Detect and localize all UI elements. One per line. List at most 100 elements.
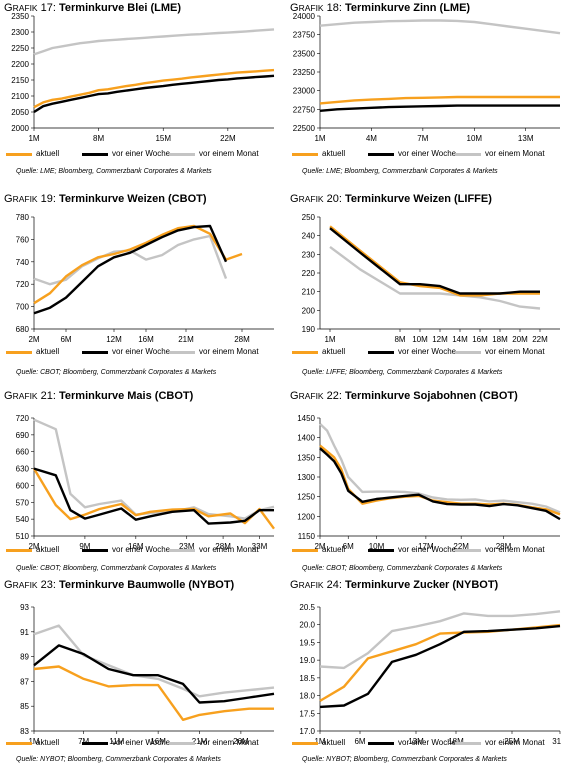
y-tick-label: 89 — [20, 653, 29, 662]
series-line-vor-einer-woche — [33, 467, 274, 525]
y-tick-label: 18.0 — [299, 692, 315, 701]
chart-source: Quelle: LIFFE; Bloomberg, Commerzbank Co… — [302, 369, 503, 376]
y-tick-label: 720 — [16, 414, 30, 423]
x-tick-label: 6M — [354, 737, 365, 746]
chart-legend: aktuell vor einer Woche vor einem Monat — [290, 738, 561, 750]
x-tick-label: 20M — [512, 335, 528, 344]
caption-title: Terminkurve Weizen (LIFFE) — [345, 193, 492, 205]
x-tick-label: 6M — [343, 542, 354, 551]
chart-legend: aktuell vor einer Woche vor einem Monat — [290, 347, 561, 359]
y-tick-label: 740 — [16, 258, 30, 267]
series-line-vor-einem-monat — [33, 234, 228, 286]
caption-title: Terminkurve Blei (LME) — [59, 2, 182, 14]
x-tick-label: 2M — [28, 335, 39, 344]
x-tick-label: 22M — [453, 542, 469, 551]
chart-title: GRAFIK 23: Terminkurve Baumwolle (NYBOT) — [4, 579, 234, 591]
legend-swatch — [82, 549, 108, 552]
legend-swatch — [169, 351, 195, 354]
y-tick-label: 1200 — [297, 512, 315, 521]
x-tick-label: 6M — [60, 335, 71, 344]
legend-swatch — [169, 549, 195, 552]
caption-prefix-initial: G — [290, 579, 299, 591]
chart-panel-6: GRAFIK 22: Terminkurve Sojabohnen (CBOT)… — [290, 390, 561, 577]
y-tick-label: 22750 — [293, 105, 316, 114]
legend-swatch — [292, 153, 318, 156]
caption-number: 21: — [37, 390, 59, 402]
legend-label: aktuell — [322, 347, 346, 356]
caption-prefix-rest: RAFIK — [12, 391, 38, 401]
series-line-vor-einem-monat — [33, 418, 275, 520]
x-tick-label: 7M — [417, 134, 428, 143]
x-tick-label: 13M — [518, 134, 534, 143]
legend-swatch — [169, 153, 195, 156]
chart-legend: aktuell vor einer Woche vor einem Monat — [290, 149, 561, 161]
series-line-vor-einem-monat — [319, 423, 561, 514]
caption-prefix-rest: RAFIK — [12, 194, 38, 204]
chart-panel-8: GRAFIK 24: Terminkurve Zucker (NYBOT) 17.… — [290, 579, 561, 768]
chart-legend: aktuell vor einer Woche vor einem Monat — [4, 149, 280, 161]
caption-number: 22: — [323, 390, 345, 402]
legend-swatch — [6, 742, 32, 745]
legend-swatch — [368, 153, 394, 156]
y-tick-label: 87 — [20, 677, 29, 686]
y-tick-label: 23750 — [293, 31, 316, 40]
x-tick-label: 8M — [93, 134, 104, 143]
y-tick-label: 680 — [16, 325, 30, 334]
x-tick-label: 28M — [496, 542, 512, 551]
y-tick-label: 1300 — [297, 473, 315, 482]
y-tick-label: 2350 — [11, 12, 29, 21]
caption-title: Terminkurve Zucker (NYBOT) — [345, 579, 499, 591]
series-line-vor-einer-woche — [319, 104, 560, 112]
legend-swatch — [455, 153, 481, 156]
y-tick-label: 2000 — [11, 124, 29, 133]
line-chart: 22500 22750 23000 23250 23500 23750 24000 1M 4M 7… — [293, 12, 561, 143]
x-tick-label: 28M — [234, 335, 250, 344]
chart-source: Quelle: LME; Bloomberg, Commerzbank Corp… — [16, 168, 212, 175]
y-tick-label: 250 — [302, 213, 316, 222]
y-tick-label: 1400 — [297, 434, 315, 443]
caption-number: 17: — [37, 2, 59, 14]
legend-label: vor einer Woche — [112, 347, 171, 356]
series-line-aktuell — [33, 224, 243, 305]
chart-panel-5: GRAFIK 21: Terminkurve Mais (CBOT) 510 540… — [4, 390, 280, 577]
line-chart: 1150 1200 1250 1300 1350 1400 1450 2M 6M 10M 17M 22… — [297, 414, 561, 551]
legend-label: vor einer Woche — [398, 149, 457, 158]
chart-legend: aktuell vor einer Woche vor einem Monat — [290, 545, 561, 557]
chart-legend: aktuell vor einer Woche vor einem Monat — [4, 347, 280, 359]
legend-label: vor einem Monat — [199, 149, 259, 158]
caption-title: Terminkurve Sojabohnen (CBOT) — [345, 390, 518, 402]
series-line-vor-einem-monat — [33, 28, 275, 56]
chart-source: Quelle: NYBOT; Bloomberg, Commerzbank Co… — [302, 756, 507, 763]
series-line-vor-einer-woche — [319, 624, 561, 709]
y-tick-label: 200 — [302, 306, 316, 315]
caption-prefix-initial: G — [4, 390, 13, 402]
legend-label: vor einem Monat — [485, 545, 545, 554]
chart-title: GRAFIK 21: Terminkurve Mais (CBOT) — [4, 390, 193, 402]
y-tick-label: 780 — [16, 213, 30, 222]
x-tick-label: 1M — [314, 737, 325, 746]
caption-number: 18: — [323, 2, 345, 14]
x-tick-label: 14M — [452, 335, 468, 344]
legend-swatch — [169, 742, 195, 745]
series-line-aktuell — [33, 68, 275, 109]
x-tick-label: 16M — [138, 335, 154, 344]
caption-prefix-initial: G — [4, 579, 13, 591]
y-tick-label: 600 — [16, 481, 30, 490]
chart-title: GRAFIK 17: Terminkurve Blei (LME) — [4, 2, 181, 14]
x-tick-label: 15M — [155, 134, 171, 143]
line-chart: 190 200 210 220 230 240 250 1M 8M 10M 12M 14M 16M 18M… — [302, 213, 560, 344]
y-tick-label: 660 — [16, 448, 30, 457]
legend-swatch — [368, 742, 394, 745]
series-line-vor-einem-monat — [319, 610, 561, 670]
x-tick-label: 18M — [448, 737, 464, 746]
y-tick-label: 22500 — [293, 124, 316, 133]
x-tick-label: 21M — [178, 335, 194, 344]
x-tick-label: 13M — [408, 737, 424, 746]
legend-swatch — [6, 549, 32, 552]
legend-label: aktuell — [36, 738, 60, 747]
y-tick-label: 2200 — [11, 60, 29, 69]
y-tick-label: 20.0 — [299, 621, 315, 630]
x-tick-label: 12M — [106, 335, 122, 344]
y-tick-label: 17.0 — [299, 727, 315, 736]
x-tick-label: 10M — [467, 134, 483, 143]
